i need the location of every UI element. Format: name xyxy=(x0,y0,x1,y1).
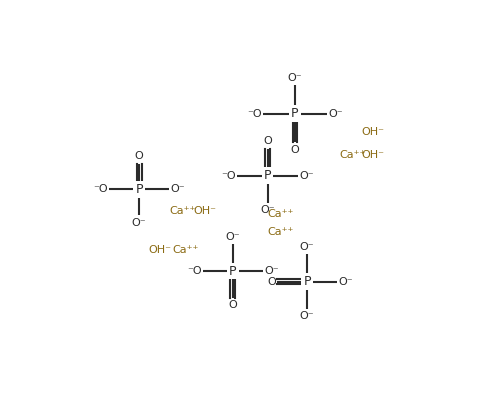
Text: O⁻: O⁻ xyxy=(337,277,352,286)
Text: O⁻: O⁻ xyxy=(260,206,275,215)
Text: ⁻O: ⁻O xyxy=(93,184,108,195)
Text: OH⁻: OH⁻ xyxy=(148,245,171,255)
Text: O⁻: O⁻ xyxy=(299,242,314,252)
Text: O: O xyxy=(228,300,237,310)
Text: Ca⁺⁺: Ca⁺⁺ xyxy=(339,150,365,160)
Text: Ca⁺⁺: Ca⁺⁺ xyxy=(172,245,198,255)
Text: Ca⁺⁺: Ca⁺⁺ xyxy=(267,227,293,237)
Text: O⁻: O⁻ xyxy=(225,232,240,242)
Text: OH⁻: OH⁻ xyxy=(361,127,384,137)
Text: O⁻: O⁻ xyxy=(287,73,301,83)
Text: O⁻: O⁻ xyxy=(132,218,146,228)
Text: O⁻: O⁻ xyxy=(299,171,313,181)
Text: OH⁻: OH⁻ xyxy=(193,206,216,216)
Text: O: O xyxy=(266,277,276,286)
Text: O⁻: O⁻ xyxy=(299,311,314,321)
Text: Ca⁺⁺: Ca⁺⁺ xyxy=(169,206,195,216)
Text: P: P xyxy=(264,169,271,182)
Text: ⁻O: ⁻O xyxy=(247,109,261,119)
Text: O⁻: O⁻ xyxy=(327,109,342,119)
Text: O⁻: O⁻ xyxy=(264,266,278,276)
Text: O: O xyxy=(263,136,272,146)
Text: P: P xyxy=(135,183,143,196)
Text: ⁻O: ⁻O xyxy=(187,266,201,276)
Text: P: P xyxy=(228,264,236,277)
Text: Ca⁺⁺: Ca⁺⁺ xyxy=(267,209,293,219)
Text: OH⁻: OH⁻ xyxy=(361,150,384,160)
Text: P: P xyxy=(303,275,310,288)
Text: P: P xyxy=(290,107,298,120)
Text: O: O xyxy=(290,145,299,155)
Text: O⁻: O⁻ xyxy=(170,184,184,195)
Text: ⁻O: ⁻O xyxy=(221,171,235,181)
Text: O: O xyxy=(134,151,143,161)
